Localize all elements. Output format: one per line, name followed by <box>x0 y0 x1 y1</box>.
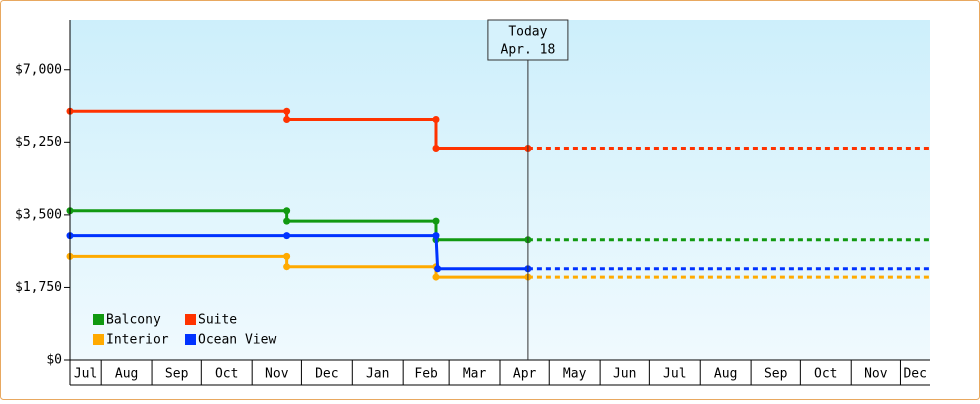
x-tick-label: Aug <box>714 367 737 382</box>
legend-label: Suite <box>198 313 237 328</box>
y-tick-label: $5,250 <box>15 135 62 150</box>
x-tick-label: Feb <box>414 367 438 382</box>
x-tick-label: Dec <box>903 367 926 382</box>
point <box>283 263 291 271</box>
x-tick-label: Aug <box>115 367 138 382</box>
point <box>432 217 440 225</box>
x-tick-label: Sep <box>764 367 788 382</box>
y-tick-label: $1,750 <box>15 280 62 295</box>
legend-swatch <box>93 334 104 345</box>
x-tick-label: Mar <box>463 367 487 382</box>
plot-area <box>70 20 930 360</box>
y-tick-label: $0 <box>46 353 62 368</box>
point <box>283 252 291 260</box>
point <box>283 232 291 240</box>
y-tick-label: $7,000 <box>15 62 62 77</box>
point <box>432 273 440 281</box>
series-line <box>70 109 528 151</box>
series-line <box>70 209 528 242</box>
point <box>283 116 291 124</box>
legend-label: Balcony <box>106 313 161 328</box>
point <box>432 116 440 124</box>
x-tick-label: Nov <box>265 367 289 382</box>
today-box <box>487 19 569 61</box>
series-line <box>70 254 528 279</box>
legend-swatch <box>93 314 104 325</box>
legend-label: Ocean View <box>198 333 276 348</box>
point <box>283 107 291 115</box>
point <box>283 207 291 215</box>
x-tick-label: Dec <box>315 367 338 382</box>
x-tick-label: Jan <box>366 367 389 382</box>
point <box>432 145 440 153</box>
point <box>432 232 440 240</box>
y-tick-label: $3,500 <box>15 207 62 222</box>
legend-swatch <box>185 334 196 345</box>
x-tick-label: Oct <box>814 367 837 382</box>
today-label: Today <box>508 25 547 40</box>
point <box>283 217 291 225</box>
x-tick-label: Jul <box>74 367 97 382</box>
x-tick-label: Jul <box>663 367 686 382</box>
today-date: Apr. 18 <box>501 43 556 58</box>
x-tick-label: Jun <box>613 367 636 382</box>
point <box>434 265 442 273</box>
x-tick-label: Sep <box>165 367 189 382</box>
x-tick-label: Nov <box>864 367 888 382</box>
x-tick-label: May <box>563 367 587 382</box>
x-tick-label: Oct <box>215 367 238 382</box>
legend-swatch <box>185 314 196 325</box>
x-tick-label: Apr <box>513 367 537 382</box>
legend-label: Interior <box>106 333 169 348</box>
